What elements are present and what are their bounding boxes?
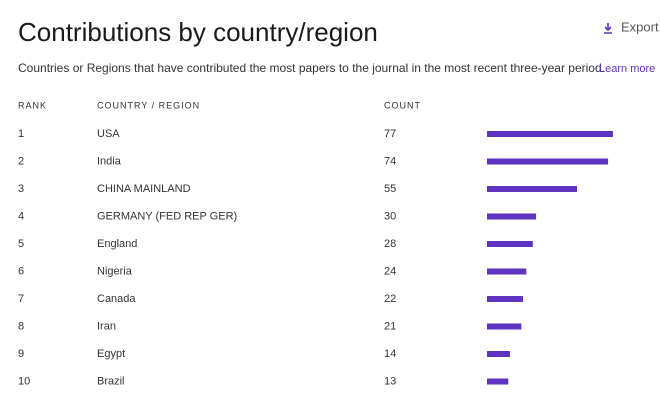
export-button[interactable]: Export	[604, 19, 659, 34]
count-bar	[487, 351, 510, 357]
country-cell: CHINA MAINLAND	[97, 183, 191, 195]
count-bar	[487, 296, 523, 302]
count-cell: 55	[384, 183, 396, 195]
count-bar	[487, 323, 522, 330]
column-header: COUNTRY / REGION	[97, 100, 200, 110]
count-bar	[487, 131, 613, 137]
country-cell: USA	[97, 128, 120, 140]
country-cell: Nigeria	[97, 265, 133, 277]
count-cell: 74	[384, 155, 396, 167]
column-header: COUNT	[384, 100, 421, 110]
rank-cell: 1	[18, 128, 24, 140]
column-header: RANK	[18, 100, 47, 110]
rank-cell: 7	[18, 293, 24, 305]
country-cell: England	[97, 238, 137, 250]
count-bar	[487, 158, 609, 165]
country-cell: Iran	[97, 320, 116, 332]
description: Countries or Regions that have contribut…	[18, 61, 605, 75]
count-cell: 21	[384, 320, 396, 332]
export-label[interactable]: Export	[621, 19, 659, 34]
learn-more-link[interactable]: Learn more	[599, 63, 655, 75]
country-cell: Canada	[97, 293, 136, 305]
country-cell: Brazil	[97, 375, 125, 387]
count-bar	[487, 186, 577, 192]
count-cell: 24	[384, 265, 396, 277]
country-cell: India	[97, 155, 122, 167]
rank-cell: 8	[18, 320, 24, 332]
count-bar	[487, 268, 527, 275]
rank-cell: 5	[18, 238, 24, 250]
rank-cell: 6	[18, 265, 24, 277]
country-cell: Egypt	[97, 348, 125, 360]
country-cell: GERMANY (FED REP GER)	[97, 210, 237, 222]
rank-cell: 9	[18, 348, 24, 360]
rank-cell: 3	[18, 183, 24, 195]
count-cell: 14	[384, 348, 396, 360]
count-cell: 13	[384, 375, 396, 387]
rank-cell: 2	[18, 155, 24, 167]
count-bar	[487, 241, 533, 247]
count-cell: 28	[384, 238, 396, 250]
page-title: Contributions by country/region	[18, 17, 378, 47]
count-cell: 30	[384, 210, 396, 222]
count-cell: 22	[384, 293, 396, 305]
count-bar	[487, 378, 509, 385]
count-cell: 77	[384, 128, 396, 140]
rank-cell: 4	[18, 210, 24, 222]
count-bar	[487, 213, 537, 220]
download-icon	[604, 23, 612, 34]
rank-cell: 10	[18, 375, 30, 387]
